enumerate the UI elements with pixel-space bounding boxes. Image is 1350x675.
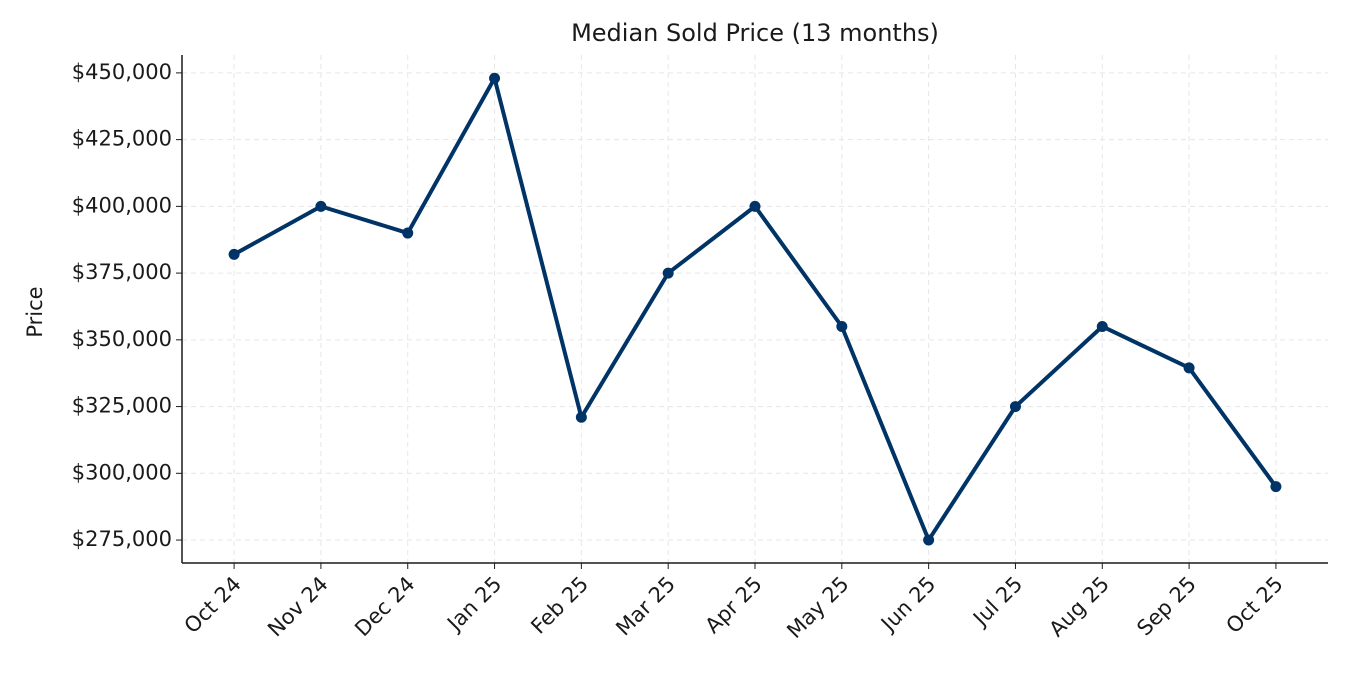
x-tick-label: Jul 25	[967, 572, 1027, 632]
y-tick-label: $275,000	[72, 527, 172, 551]
x-tick-label: Nov 24	[263, 572, 333, 642]
x-tick-label: Sep 25	[1132, 572, 1201, 641]
point	[228, 248, 240, 260]
point	[662, 267, 674, 279]
y-tick-label: $400,000	[72, 193, 172, 217]
point	[575, 411, 587, 423]
y-tick-label: $375,000	[72, 260, 172, 284]
point	[836, 320, 848, 332]
point	[923, 534, 935, 546]
x-tick-label: Jan 25	[441, 572, 506, 637]
x-tick-label: Apr 25	[700, 572, 766, 638]
point	[315, 200, 327, 212]
x-tick-label: Feb 25	[526, 572, 593, 639]
point	[1009, 401, 1021, 413]
x-tick-label: Oct 24	[180, 572, 246, 638]
x-tick-label: Aug 25	[1044, 572, 1114, 642]
point	[1183, 362, 1195, 374]
y-tick-label: $350,000	[72, 327, 172, 351]
x-tick-label: Mar 25	[611, 572, 680, 641]
y-tick-label: $300,000	[72, 460, 172, 484]
y-tick-label: $450,000	[72, 60, 172, 84]
point	[1096, 320, 1108, 332]
x-tick-label: Jun 25	[875, 572, 940, 637]
x-tick-label: May 25	[782, 572, 853, 643]
y-tick-label: $425,000	[72, 127, 172, 151]
y-tick-label: $325,000	[72, 394, 172, 418]
y-axis-label: Price	[23, 286, 47, 337]
point	[489, 72, 501, 84]
x-tick-label: Dec 24	[350, 572, 419, 641]
x-tick-label: Oct 25	[1221, 572, 1287, 638]
chart-title: Median Sold Price (13 months)	[571, 19, 939, 47]
point	[402, 227, 414, 239]
point	[1270, 481, 1282, 493]
point	[749, 200, 761, 212]
